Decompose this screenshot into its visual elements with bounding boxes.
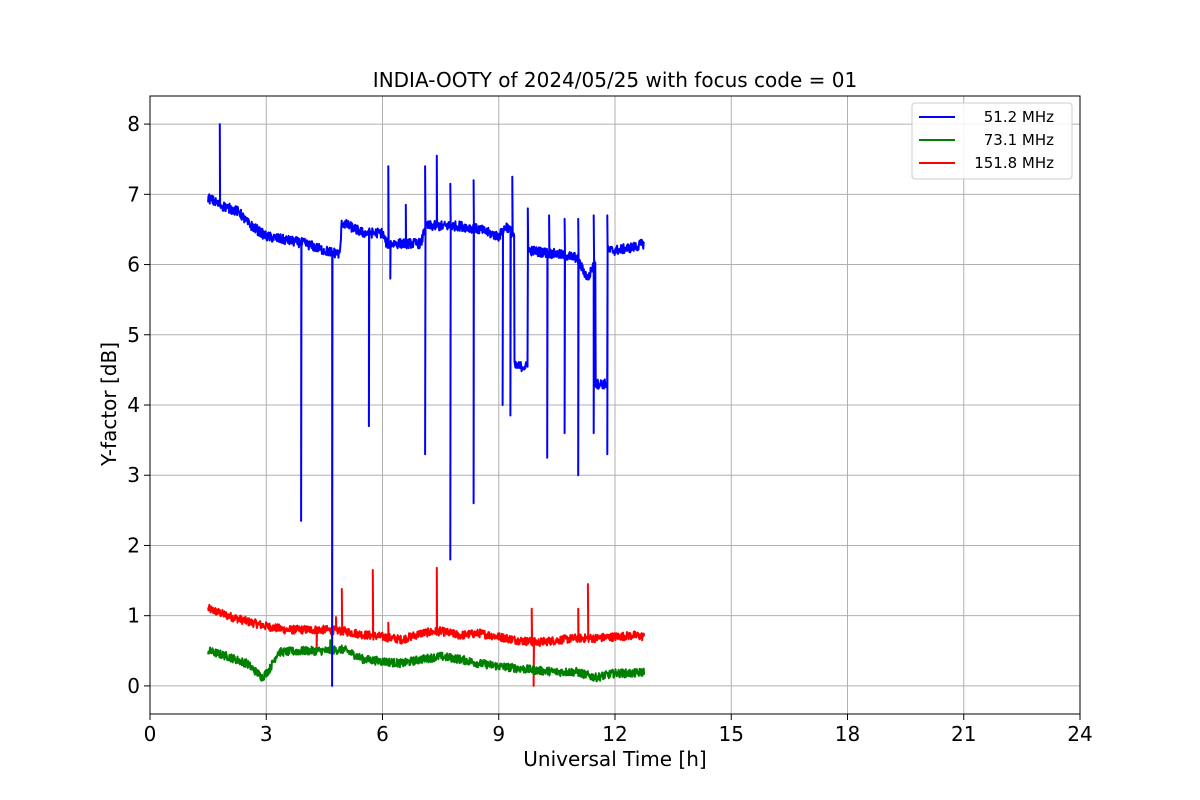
legend-label: 73.1 MHz xyxy=(984,131,1054,149)
y-tick-label: 2 xyxy=(127,533,140,557)
series-line-2 xyxy=(207,566,646,687)
y-tick-label: 0 xyxy=(127,674,140,698)
x-tick-label: 0 xyxy=(144,722,157,746)
x-tick-label: 3 xyxy=(260,722,273,746)
x-tick-label: 15 xyxy=(719,722,744,746)
x-axis: 0 3 6 9 12 15 18 21 24 xyxy=(144,714,1093,746)
x-tick-label: 24 xyxy=(1067,722,1092,746)
y-tick-label: 4 xyxy=(127,393,140,417)
y-tick-label: 3 xyxy=(127,463,140,487)
y-tick-label: 1 xyxy=(127,604,140,628)
series-line-0 xyxy=(207,123,645,687)
x-tick-label: 21 xyxy=(951,722,976,746)
chart-title: INDIA-OOTY of 2024/05/25 with focus code… xyxy=(373,68,857,92)
y-tick-label: 6 xyxy=(127,253,140,277)
y-tick-label: 7 xyxy=(127,182,140,206)
x-tick-label: 6 xyxy=(376,722,389,746)
x-tick-label: 9 xyxy=(492,722,505,746)
y-tick-label: 8 xyxy=(127,112,140,136)
y-axis: 0 1 2 3 4 5 6 7 8 xyxy=(127,112,150,698)
legend-box xyxy=(911,102,1073,180)
y-tick-label: 5 xyxy=(127,323,140,347)
x-tick-label: 18 xyxy=(835,722,860,746)
series-layer xyxy=(207,123,646,687)
legend-label: 51.2 MHz xyxy=(984,108,1054,126)
legend: 51.2 MHz 73.1 MHz 151.8 MHz xyxy=(911,102,1073,180)
y-axis-label: Y-factor [dB] xyxy=(97,342,121,467)
legend-label: 151.8 MHz xyxy=(974,154,1054,172)
x-axis-label: Universal Time [h] xyxy=(523,747,706,771)
series-line-1 xyxy=(207,639,646,683)
x-tick-label: 12 xyxy=(602,722,627,746)
